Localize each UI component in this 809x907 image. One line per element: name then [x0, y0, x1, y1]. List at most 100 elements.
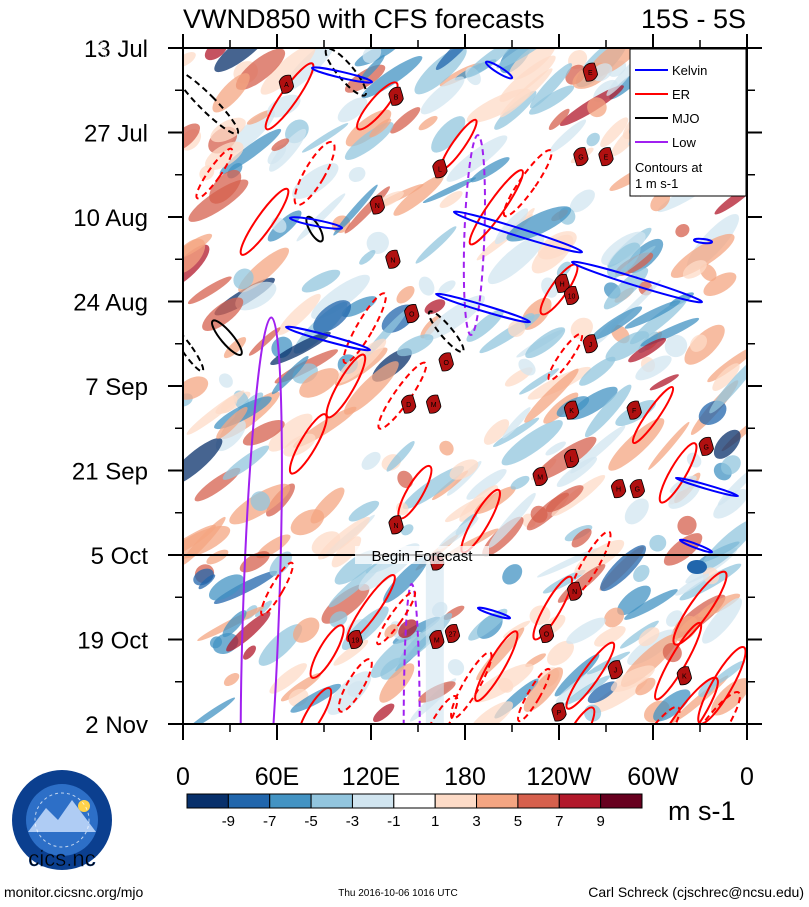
logo-mountain	[28, 800, 96, 832]
anomaly-patch	[606, 242, 641, 278]
y-tick-label: 21 Sep	[72, 459, 148, 486]
anomaly-patch	[239, 551, 270, 573]
storm-marker: 10	[563, 285, 580, 305]
anomaly-patch	[341, 296, 377, 318]
anomaly-patch	[243, 645, 256, 660]
begin-forecast-label-bg	[355, 546, 489, 564]
kelvin-contour	[285, 325, 371, 352]
anomaly-patch	[282, 48, 337, 93]
colorbar-label: -7	[263, 813, 276, 830]
anomaly-patch	[424, 299, 446, 315]
anomaly-patch	[600, 117, 629, 148]
storm-marker-symbol	[438, 352, 454, 372]
anomaly-patch	[362, 48, 382, 64]
storm-marker: M	[532, 467, 548, 487]
colorbar-swatch	[600, 793, 643, 809]
anomaly-patch	[260, 48, 316, 95]
anomaly-patch	[568, 50, 588, 69]
storm-marker-symbol	[626, 400, 642, 420]
anomaly-patch	[301, 269, 341, 293]
er-contour	[288, 413, 328, 475]
anomaly-patch	[496, 48, 556, 69]
anomaly-patch	[268, 413, 313, 452]
anomaly-patch	[292, 163, 339, 199]
colorbar-label: 5	[514, 813, 522, 830]
anomaly-patch	[493, 417, 540, 447]
storm-marker: P	[551, 702, 567, 722]
x-tick-label: 60W	[627, 763, 679, 791]
storm-marker: N	[388, 515, 404, 535]
anomaly-patch	[488, 492, 536, 548]
anomaly-patch	[313, 300, 352, 333]
anomaly-patch	[648, 421, 690, 470]
storm-marker-symbol	[610, 479, 627, 499]
anomaly-patch	[215, 419, 246, 452]
storm-marker: N	[369, 195, 385, 215]
storm-marker-symbol	[563, 400, 580, 420]
er-contour-dashed	[342, 292, 387, 364]
anomaly-patch	[668, 481, 701, 509]
storm-marker: L	[432, 159, 448, 179]
anomaly-patch	[555, 660, 612, 704]
legend-label-er: ER	[672, 87, 690, 102]
anomaly-patch	[698, 593, 741, 618]
anomaly-patch	[183, 524, 216, 561]
anomaly-patch	[525, 653, 546, 668]
low-contour-dashed	[402, 583, 421, 724]
er-contour-dashed	[547, 332, 584, 382]
anomaly-patch	[380, 657, 406, 680]
anomaly-patch	[628, 337, 667, 363]
colorbar-label: 7	[555, 813, 563, 830]
chart-title: VWND850 with CFS forecasts	[183, 4, 545, 34]
anomaly-patch	[570, 317, 593, 339]
storm-marker: O	[404, 304, 420, 324]
storm-marker-label: 19	[351, 638, 359, 645]
anomaly-patch	[675, 223, 690, 238]
storm-marker-symbol	[385, 249, 401, 269]
storm-marker: 19	[347, 629, 363, 650]
y-tick-label: 13 Jul	[84, 36, 148, 63]
colorbar-label: -3	[346, 813, 359, 830]
logo-sun	[78, 800, 90, 812]
er-contour	[654, 621, 703, 701]
anomaly-patch	[246, 109, 272, 125]
er-contour-dashed	[376, 590, 417, 646]
anomaly-patch	[396, 334, 434, 357]
anomaly-patch	[383, 556, 429, 603]
er-contour	[346, 574, 396, 643]
storm-marker-label: J	[614, 668, 618, 675]
anomaly-patch	[347, 681, 366, 698]
anomaly-patch	[223, 337, 247, 359]
footer-right: Carl Schreck (cjschrec@ncsu.edu)	[588, 884, 804, 900]
colorbar-label: 9	[596, 813, 604, 830]
kelvin-contour	[678, 538, 714, 554]
anomaly-patch	[713, 489, 747, 519]
anomaly-patch	[390, 107, 421, 134]
anomaly-patch	[186, 390, 245, 435]
anomaly-patch	[366, 231, 389, 254]
er-contour	[325, 353, 367, 419]
anomaly-patch	[222, 610, 247, 638]
anomaly-patch	[608, 418, 665, 471]
anomaly-patch	[549, 119, 587, 153]
anomaly-patch	[386, 440, 415, 472]
storm-marker-symbol	[598, 147, 614, 167]
er-contour	[532, 575, 573, 641]
legend-label-kelvin: Kelvin	[672, 63, 707, 78]
anomaly-patch	[198, 574, 216, 590]
colorbar-swatch	[310, 793, 353, 809]
er-contour-dashed	[665, 691, 741, 724]
anomaly-patch	[529, 85, 575, 115]
storm-marker: H	[610, 479, 627, 499]
storm-marker-label: G	[578, 155, 583, 162]
storm-marker-label: N	[394, 523, 399, 530]
anomaly-patch	[518, 358, 536, 376]
anomaly-patch	[663, 533, 703, 566]
er-contour	[309, 624, 345, 679]
storm-marker-symbol	[563, 285, 580, 305]
storm-marker-label: N	[572, 589, 577, 596]
storm-marker-symbol	[554, 273, 570, 293]
anomaly-patch	[331, 536, 362, 568]
anomaly-patch	[271, 138, 290, 152]
colorbar-swatch	[351, 793, 395, 809]
